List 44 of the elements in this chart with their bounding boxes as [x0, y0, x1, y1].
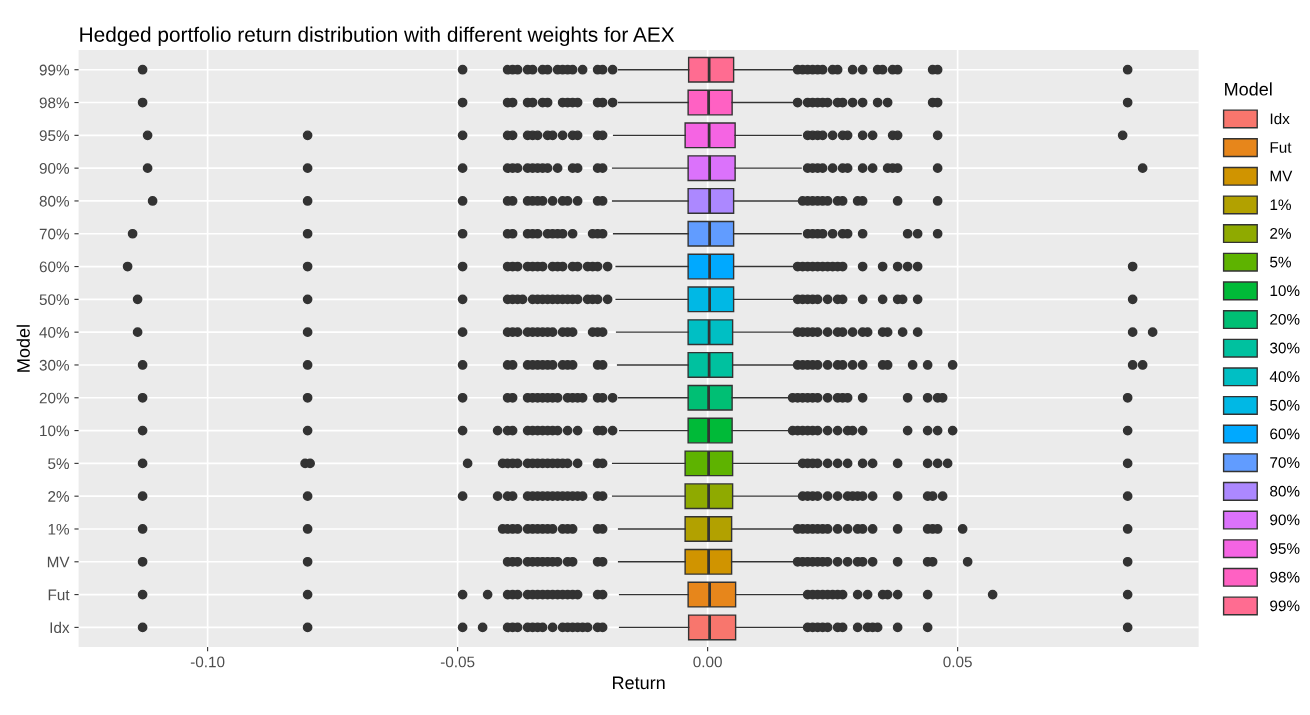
legend-label: MV — [1270, 170, 1293, 182]
x-tick-label: -0.05 — [440, 656, 475, 668]
y-tick-label: 5% — [48, 458, 70, 470]
legend-label: 2% — [1270, 227, 1291, 239]
legend-label: 90% — [1270, 514, 1300, 526]
legend-label: 80% — [1270, 485, 1300, 497]
y-tick-label: 99% — [39, 64, 70, 76]
y-tick-label: 30% — [39, 359, 70, 371]
y-tick-label: Fut — [48, 589, 70, 601]
legend-label: 30% — [1270, 342, 1300, 354]
y-tick-label: 40% — [39, 327, 70, 338]
x-tick-label: -0.10 — [190, 656, 225, 668]
legend-title: Model — [1225, 82, 1272, 96]
y-tick-label: 70% — [39, 228, 70, 240]
legend-label: 20% — [1270, 313, 1300, 325]
y-tick-label: 20% — [39, 392, 70, 404]
legend-label: 95% — [1270, 543, 1300, 554]
chart-title: Hedged portfolio return distribution with different weights for AEX — [80, 26, 675, 47]
y-tick-label: Idx — [50, 621, 70, 634]
legend-label: 1% — [1270, 199, 1291, 211]
y-axis-title: Model — [16, 325, 30, 372]
y-tick-label: 60% — [39, 261, 70, 273]
legend-label: 99% — [1270, 600, 1300, 612]
legend-label: 10% — [1270, 285, 1300, 297]
y-tick-label: 90% — [39, 163, 70, 174]
y-tick-label: 98% — [39, 97, 70, 109]
y-tick-label: 1% — [48, 523, 70, 535]
legend-label: 60% — [1270, 428, 1300, 440]
legend-label: 50% — [1270, 399, 1300, 411]
y-tick-label: 80% — [39, 195, 70, 207]
y-tick-label: 2% — [48, 491, 70, 502]
x-tick-label: 0.05 — [943, 656, 972, 668]
y-tick-label: 10% — [40, 425, 70, 437]
legend-label: Fut — [1270, 142, 1292, 153]
legend-label: 5% — [1270, 256, 1291, 268]
x-axis-title: Return — [613, 676, 665, 690]
y-tick-label: 50% — [39, 294, 70, 306]
y-tick-label: 95% — [39, 130, 70, 142]
y-tick-label: MV — [47, 556, 70, 568]
legend-label: 70% — [1270, 457, 1300, 468]
x-tick-label: 0.00 — [693, 656, 722, 668]
legend-label: 98% — [1270, 571, 1300, 583]
legend-label: Idx — [1270, 113, 1290, 125]
legend-label: 40% — [1269, 371, 1300, 383]
